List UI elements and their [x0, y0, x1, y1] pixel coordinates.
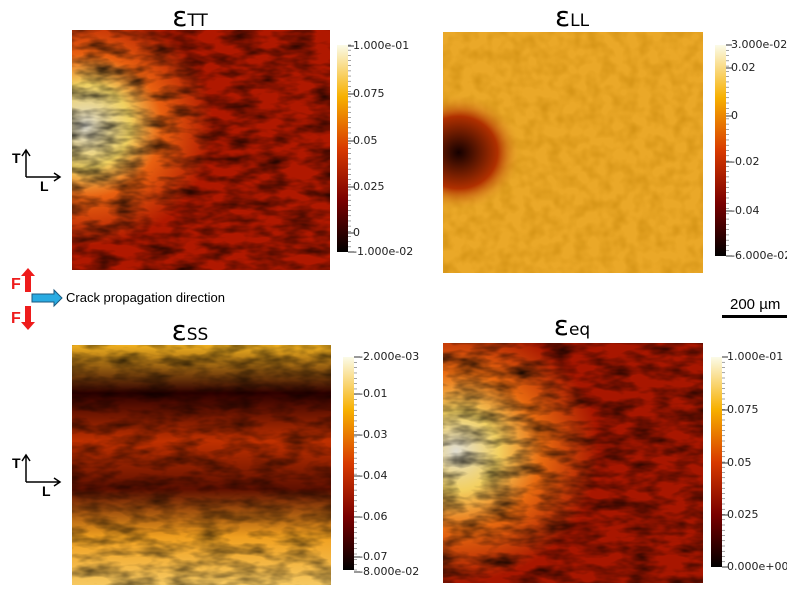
map-texture [72, 30, 330, 270]
colorbar-tick-label: 1.000e-01 [353, 39, 409, 52]
colorbar-tick-label: 3.000e-02 [731, 38, 787, 51]
colorbar-tick-label: -0.02 [731, 155, 759, 168]
map-texture [72, 345, 331, 585]
force-arrows [21, 268, 35, 330]
colorbar-tick-label: -8.000e-02 [359, 565, 419, 578]
colorbar-tick-label: -0.06 [359, 510, 387, 523]
colorbar-tick-label: 0 [731, 109, 738, 122]
crack-arrow [31, 288, 63, 308]
colorbar-tick-label: -0.03 [359, 428, 387, 441]
colorbar [343, 357, 354, 570]
axis-label: T [12, 150, 21, 166]
crack-label: Crack propagation direction [66, 290, 225, 305]
colorbar-tick-label: -6.000e-02 [731, 249, 787, 262]
colorbar-tick-label: 0.000e+00 [727, 560, 787, 573]
scale-bar [722, 315, 787, 318]
axis-label: L [42, 483, 51, 499]
map-texture [443, 343, 703, 583]
colorbar [711, 357, 722, 567]
colorbar [715, 45, 726, 256]
title-subscript: LL [570, 11, 589, 31]
colorbar-tick-label: -1.000e-02 [353, 245, 413, 258]
panel-title: εTT [172, 0, 208, 33]
panel-title: εeq [554, 309, 590, 342]
title-symbol: ε [172, 0, 187, 33]
axis-label: L [40, 178, 49, 194]
force-label: F [11, 276, 21, 293]
panel-title: εLL [555, 0, 590, 33]
title-subscript: eq [569, 320, 590, 340]
colorbar-tick-label: 1.000e-01 [727, 350, 783, 363]
colorbar-tick-label: 0.02 [731, 61, 756, 74]
force-label: F [11, 310, 21, 327]
colorbar-tick-label: -0.07 [359, 550, 387, 563]
title-symbol: ε [555, 0, 570, 33]
scale-label: 200 µm [730, 296, 780, 313]
title-subscript: TT [186, 11, 208, 31]
title-subscript: SS [187, 325, 209, 345]
colorbar-tick-label: 0.075 [727, 403, 759, 416]
colorbar-tick-label: 0.025 [727, 508, 759, 521]
colorbar-tick-label: -2.000e-03 [359, 350, 419, 363]
axis-label: T [12, 455, 21, 471]
colorbar-tick-label: 0 [353, 226, 360, 239]
colorbar-tick-label: 0.075 [353, 87, 385, 100]
colorbar-tick-label: 0.05 [727, 456, 752, 469]
axes-icon [21, 148, 62, 487]
colorbar-tick-label: 0.025 [353, 180, 385, 193]
colorbar-tick-label: -0.01 [359, 387, 387, 400]
panel-title: εSS [172, 314, 209, 347]
title-symbol: ε [172, 314, 187, 347]
title-symbol: ε [554, 309, 569, 342]
colorbar-tick-label: 0.05 [353, 134, 378, 147]
map-feature [443, 32, 703, 273]
colorbar [337, 45, 348, 252]
colorbar-tick-label: -0.04 [359, 469, 387, 482]
colorbar-tick-label: -0.04 [731, 204, 759, 217]
